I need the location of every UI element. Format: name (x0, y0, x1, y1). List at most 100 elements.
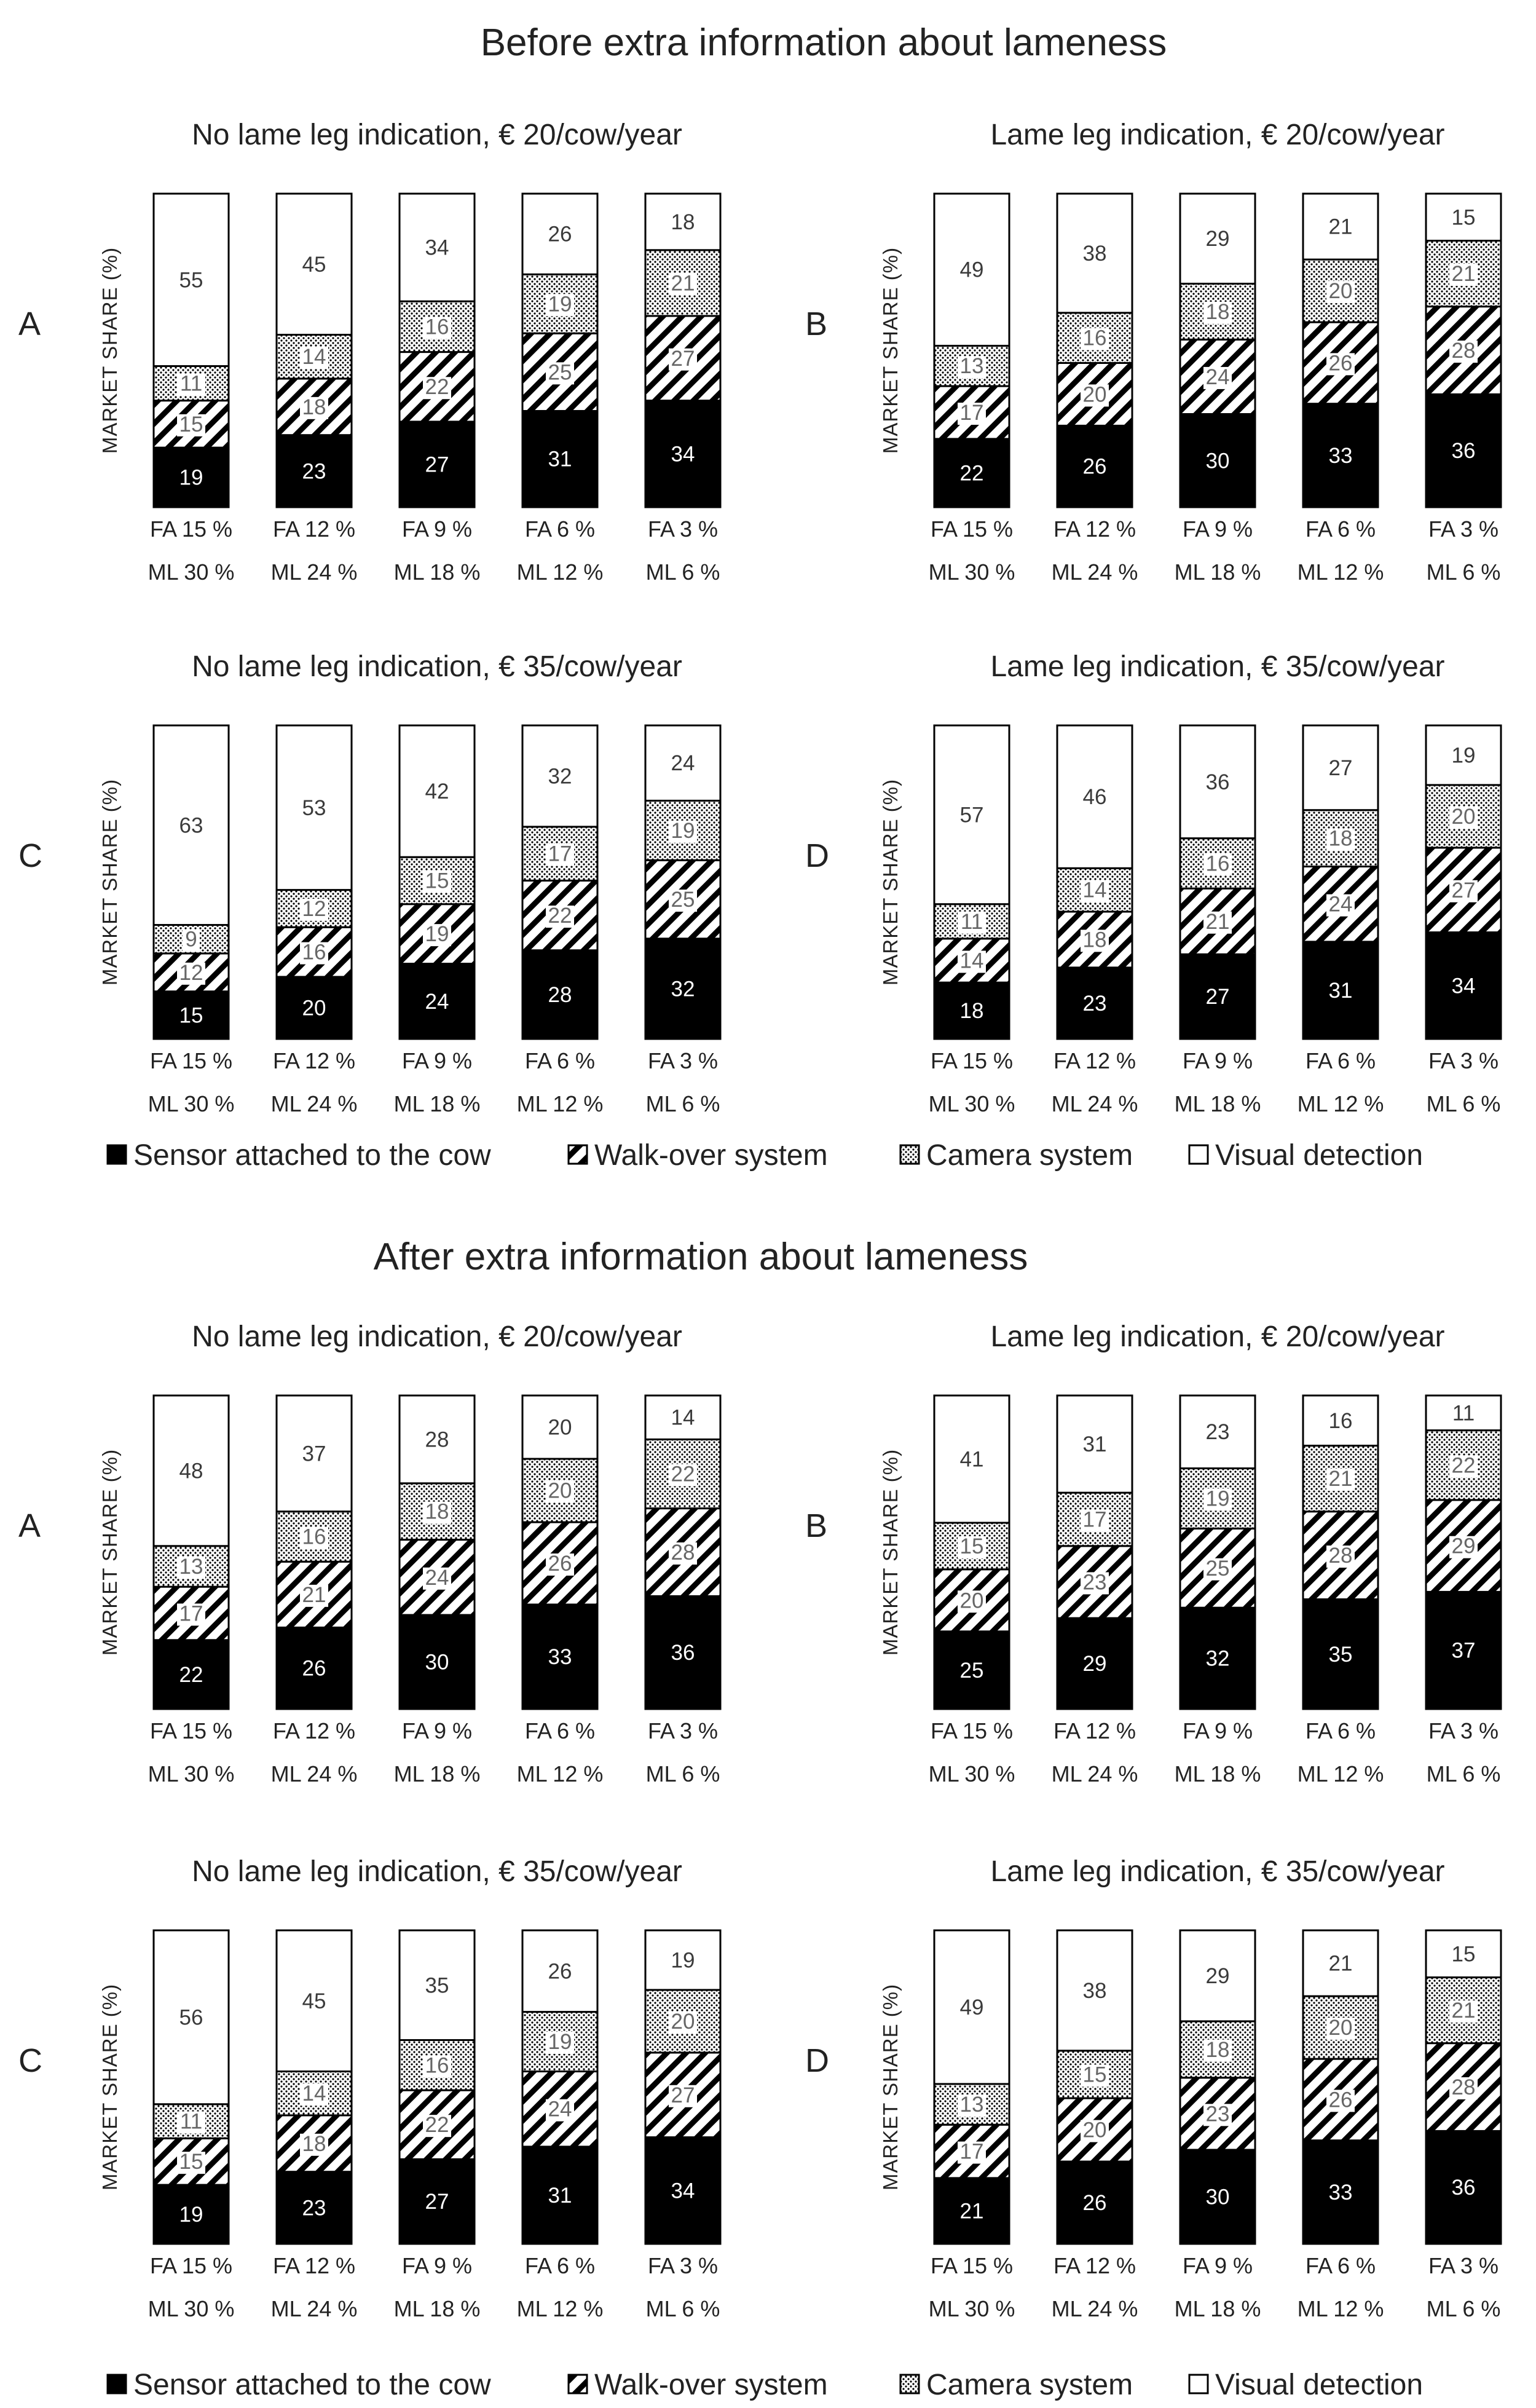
data-label-bg (669, 1464, 697, 1486)
data-label: 14 (960, 949, 984, 973)
chart-after-B: Lame leg indication, € 20/cow/year B MARKE… (805, 1320, 1502, 1786)
sensor-segment (1056, 966, 1133, 1040)
tick-label-ml: ML 12 % (517, 1761, 604, 1786)
visual-segment (521, 724, 599, 828)
panel-letter: B (805, 306, 827, 342)
data-label: 11 (180, 372, 202, 396)
data-label-bg (1203, 2104, 1232, 2126)
tick-label-fa: FA 6 % (1306, 516, 1376, 542)
data-label: 26 (1083, 2191, 1107, 2215)
tick-label-fa: FA 3 % (648, 516, 718, 542)
tick-label-ml: ML 12 % (1298, 1761, 1384, 1786)
tick-label-ml: ML 24 % (271, 559, 358, 585)
tick-label-fa: FA 15 % (150, 2253, 232, 2278)
data-label-bg (300, 1584, 328, 1607)
legend-item: Camera system (899, 1139, 1133, 1172)
data-label: 18 (1329, 827, 1353, 851)
data-label: 29 (1452, 1534, 1476, 1558)
data-label: 18 (960, 999, 984, 1023)
data-label-bg (1203, 911, 1232, 934)
data-label-bg (177, 2111, 205, 2134)
data-label-bg (669, 2011, 697, 2034)
stacked-bar: 31 24 19 26 (521, 1929, 599, 2245)
tick-label-fa: FA 12 % (1054, 516, 1136, 542)
data-label: 12 (302, 897, 326, 921)
tick-label-fa: FA 12 % (273, 1048, 355, 1073)
legend-swatch (1188, 2374, 1209, 2394)
tick-label-ml: ML 30 % (929, 1091, 1015, 1116)
data-label: 26 (1083, 455, 1107, 479)
legend-bottom: Sensor attached to the cow Walk-over syst… (106, 2369, 1423, 2401)
data-label: 22 (425, 375, 449, 399)
data-label: 27 (425, 452, 449, 476)
tick-label-ml: ML 6 % (646, 2296, 720, 2321)
stacked-bar: 23 18 14 46 (1056, 724, 1133, 1040)
data-label: 21 (671, 271, 695, 295)
visual-segment (1179, 724, 1256, 840)
stacked-bar: 32 25 19 24 (644, 724, 722, 1040)
tick-label-ml: ML 24 % (271, 1091, 358, 1116)
chart-title: No lame leg indication, € 35/cow/year (192, 1855, 682, 1888)
data-label: 17 (960, 401, 984, 425)
sensor-segment (1179, 413, 1256, 508)
data-label: 15 (179, 1003, 203, 1027)
visual-segment (152, 1929, 230, 2106)
tick-label-ml: ML 24 % (271, 1761, 358, 1786)
legend-label: Visual detection (1215, 1139, 1423, 1172)
legend-label: Camera system (926, 1139, 1133, 1172)
tick-label-ml: ML 18 % (394, 559, 481, 585)
data-label: 38 (1083, 1979, 1107, 2003)
data-label: 31 (548, 2184, 572, 2208)
sensor-segment (1302, 941, 1379, 1040)
tick-label-ml: ML 18 % (1175, 2296, 1261, 2321)
data-label: 20 (548, 1416, 572, 1440)
tick-label-fa: FA 12 % (273, 1718, 355, 1743)
visual-segment (1425, 1929, 1502, 1978)
data-label-bg (300, 1526, 328, 1549)
data-label: 15 (1452, 1942, 1476, 1966)
data-label: 26 (1329, 351, 1353, 375)
stacked-bar: 15 12 9 63 (152, 724, 230, 1040)
data-label-bg (958, 1536, 986, 1558)
sensor-segment (1056, 1617, 1133, 1710)
data-label: 27 (671, 2083, 695, 2107)
tick-label-ml: ML 24 % (1052, 1761, 1138, 1786)
data-label: 56 (179, 2005, 203, 2029)
walk-over-segment (644, 2051, 722, 2139)
tick-label-ml: ML 24 % (1052, 1091, 1138, 1116)
tick-label-fa: FA 9 % (402, 1718, 472, 1743)
tick-label-ml: ML 6 % (1427, 559, 1501, 585)
data-label-bg (423, 317, 451, 339)
data-label: 30 (1206, 449, 1230, 473)
data-label: 22 (1452, 1453, 1476, 1477)
data-label: 19 (671, 819, 695, 843)
tick-label-fa: FA 6 % (1306, 2253, 1376, 2278)
stacked-bar: 34 27 21 18 (644, 192, 722, 508)
data-label: 21 (1329, 1952, 1353, 1976)
data-label: 23 (1083, 1570, 1107, 1594)
sensor-segment (398, 2158, 476, 2245)
data-label: 27 (1452, 878, 1476, 902)
data-label-bg (423, 377, 451, 400)
data-label: 24 (671, 751, 695, 775)
visual-segment (644, 192, 722, 251)
chart-after-D: Lame leg indication, € 35/cow/year D MARKE… (805, 1855, 1502, 2321)
sensor-segment (152, 990, 230, 1040)
tick-label-ml: ML 18 % (1175, 559, 1261, 585)
tick-label-fa: FA 15 % (150, 1718, 232, 1743)
data-label: 22 (548, 904, 572, 928)
data-label-bg (300, 942, 328, 965)
data-label-bg (1203, 2039, 1232, 2062)
data-label: 23 (302, 459, 326, 483)
data-label-bg (1449, 264, 1478, 286)
visual-segment (398, 192, 476, 302)
panel-letter: A (18, 306, 41, 342)
data-label: 24 (425, 1566, 449, 1590)
data-label: 34 (671, 442, 695, 466)
tick-label-ml: ML 12 % (517, 2296, 604, 2321)
data-label-bg (423, 1501, 451, 1524)
tick-label-ml: ML 12 % (1298, 2296, 1384, 2321)
visual-segment (275, 1394, 353, 1513)
data-label: 14 (671, 1406, 695, 1430)
data-label: 12 (179, 961, 203, 985)
